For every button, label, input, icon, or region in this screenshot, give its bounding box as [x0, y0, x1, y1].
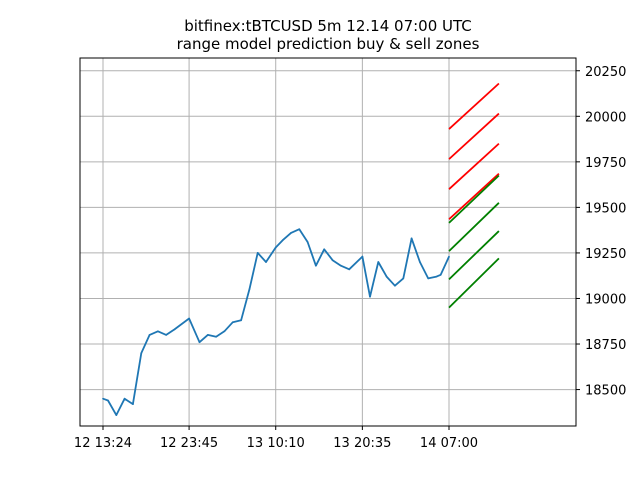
- x-tick-label: 13 20:35: [333, 436, 391, 451]
- price-point: [115, 414, 118, 416]
- price-point: [448, 255, 450, 258]
- price-point: [402, 277, 405, 280]
- price-point: [377, 261, 380, 263]
- y-tick-label: 19500: [585, 201, 626, 216]
- price-point: [165, 334, 168, 336]
- price-point: [215, 335, 217, 338]
- price-point: [265, 261, 267, 263]
- sell-zone-line-1: [448, 82, 500, 130]
- price-point: [315, 264, 317, 267]
- sell-zone-line-2: [448, 112, 500, 160]
- plot-frame: [79, 57, 577, 427]
- price-point: [274, 246, 277, 249]
- price-point: [123, 397, 126, 400]
- y-tick-label: 19000: [585, 292, 626, 307]
- price-point: [248, 288, 251, 291]
- price-line: [102, 228, 450, 417]
- sell-zone-line-3: [448, 142, 500, 190]
- price-point: [140, 352, 143, 354]
- price-point: [323, 248, 326, 251]
- price-point: [331, 259, 334, 262]
- price-point: [394, 284, 396, 287]
- price-point: [223, 330, 226, 333]
- price-point: [206, 334, 209, 336]
- x-tick-label: 14 07:00: [420, 436, 478, 451]
- price-point: [148, 334, 151, 336]
- price-point: [298, 228, 301, 231]
- chart-subtitle: range model prediction buy & sell zones: [177, 35, 480, 53]
- price-point: [439, 273, 442, 276]
- prediction-zone-layer: [448, 82, 500, 309]
- price-point: [385, 275, 388, 278]
- buy-zone-line-4: [448, 257, 500, 309]
- price-series-layer: [102, 228, 450, 417]
- price-point: [231, 321, 234, 323]
- price-point: [419, 261, 421, 263]
- chart-title: bitfinex:tBTCUSD 5m 12.14 07:00 UTC: [184, 17, 472, 35]
- price-point: [281, 239, 284, 241]
- price-point: [107, 399, 109, 402]
- price-point: [348, 268, 350, 271]
- price-point: [427, 277, 430, 280]
- price-point: [290, 232, 292, 234]
- price-point: [361, 255, 364, 258]
- price-point: [198, 341, 201, 343]
- y-tick-label: 19250: [585, 247, 626, 262]
- buy-zone-line-1: [448, 174, 500, 224]
- buy-zone-line-3: [448, 230, 500, 280]
- price-point: [102, 397, 104, 400]
- price-point: [369, 295, 371, 298]
- y-tick-label: 20000: [585, 110, 626, 125]
- price-point: [173, 328, 176, 331]
- price-point: [410, 237, 413, 240]
- price-point: [306, 241, 309, 243]
- sell-zone-line-4: [448, 173, 500, 220]
- axis-layer: 12 13:24 12 23:45 13 10:10 13 20:35 14 07:00…: [74, 65, 626, 451]
- price-point: [240, 319, 242, 322]
- y-tick-label: 18750: [585, 338, 626, 353]
- x-tick-label: 12 23:45: [160, 436, 218, 451]
- y-tick-label: 20250: [585, 65, 626, 80]
- x-tick-label: 13 10:10: [247, 436, 305, 451]
- price-point: [188, 317, 190, 320]
- x-tick-label: 12 13:24: [74, 436, 132, 451]
- y-tick-label: 19750: [585, 156, 626, 171]
- price-point: [132, 403, 134, 405]
- y-tick-label: 18500: [585, 384, 626, 399]
- price-point: [435, 275, 438, 278]
- price-point: [157, 330, 159, 333]
- buy-zone-line-2: [448, 202, 500, 252]
- price-point: [340, 264, 342, 267]
- price-point: [256, 252, 259, 254]
